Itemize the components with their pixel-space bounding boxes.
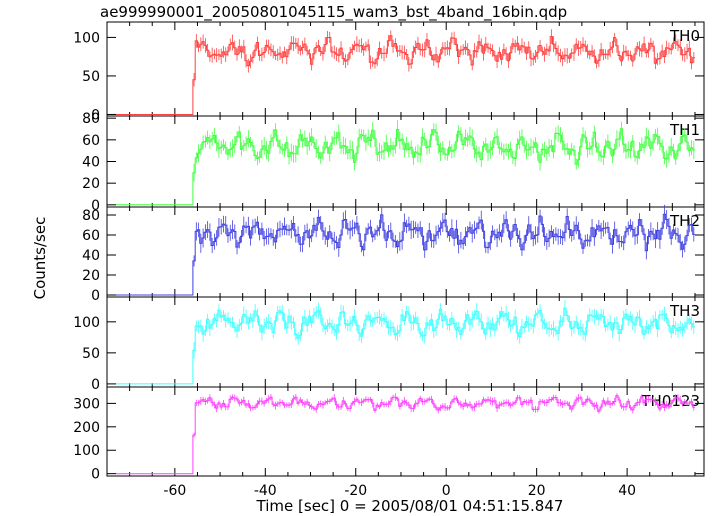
x-axis-label: Time [sec] 0 = 2005/08/01 04:51:15.847	[256, 497, 564, 515]
y-tick-label: 0	[91, 288, 100, 304]
panel-label: TH0	[669, 27, 700, 45]
series-line-th3	[116, 307, 695, 385]
panel-frame	[106, 386, 705, 477]
panel-label: TH3	[669, 302, 700, 320]
y-tick-label: 0	[91, 198, 100, 214]
y-tick-label: 0	[91, 377, 100, 393]
x-tick-label: 20	[528, 483, 546, 499]
panel-frame	[106, 296, 705, 388]
y-tick-label: 20	[82, 268, 100, 284]
error-bars-th0	[193, 29, 695, 87]
x-axis: -60 -40 -20 0 20 40	[163, 483, 636, 499]
y-tick-label: 60	[82, 133, 100, 149]
y-tick-label: 100	[73, 443, 100, 459]
y-tick-label: 300	[73, 396, 100, 412]
x-tick-label: -20	[344, 483, 367, 499]
y-tick-label: 50	[82, 69, 100, 85]
x-tick-label: 40	[618, 483, 636, 499]
y-tick-label: 0	[91, 107, 100, 123]
x-tick-label: 0	[442, 483, 451, 499]
chart-title: ae999990001_20050801045115_wam3_bst_4ban…	[100, 3, 567, 22]
y-tick-label: 200	[73, 420, 100, 436]
error-bars-th0123	[193, 393, 695, 438]
y-axis-label: Counts/sec	[31, 217, 49, 300]
error-bars-th2	[193, 204, 695, 267]
y-tick-label: 50	[82, 346, 100, 362]
y-tick-label: 60	[82, 228, 100, 244]
y-tick-label: 20	[82, 176, 100, 192]
panel-frame	[106, 206, 705, 298]
series-line-th0123	[116, 395, 695, 475]
y-tick-label: 100	[73, 30, 100, 46]
error-bars-th3	[193, 300, 695, 359]
y-tick-label: 40	[82, 248, 100, 264]
panel-th0: 0 50 100 TH0	[73, 21, 705, 123]
series-line-th2	[116, 213, 695, 296]
y-tick-label: 40	[82, 155, 100, 171]
y-tick-label: 100	[73, 315, 100, 331]
series-line-th0	[116, 35, 695, 115]
y-tick-label: 80	[82, 111, 100, 127]
panel-th3: 0 50 100 TH3	[73, 296, 705, 393]
series-line-th1	[116, 128, 695, 206]
y-tick-label: 0	[91, 467, 100, 483]
y-tick-label: 80	[82, 208, 100, 224]
x-tick-label: -60	[163, 483, 186, 499]
x-tick-label: -40	[254, 483, 277, 499]
